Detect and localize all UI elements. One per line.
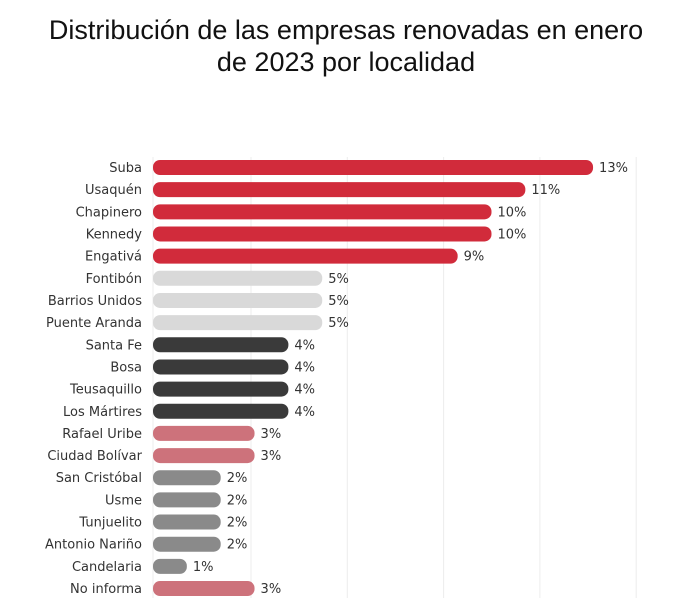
data-label: 2% bbox=[227, 471, 248, 486]
data-label: 10% bbox=[498, 205, 527, 220]
category-label: Antonio Nariño bbox=[45, 538, 142, 553]
bar bbox=[153, 270, 323, 286]
bar bbox=[153, 381, 289, 397]
data-label: 2% bbox=[227, 516, 248, 531]
category-label: Tunjuelito bbox=[78, 516, 142, 531]
category-label: Ciudad Bolívar bbox=[47, 449, 142, 464]
category-label: Engativá bbox=[85, 250, 142, 265]
data-label: 4% bbox=[294, 360, 315, 375]
category-label: Santa Fe bbox=[86, 338, 142, 353]
bar bbox=[153, 226, 492, 242]
category-label: Usaquén bbox=[85, 183, 142, 198]
bar bbox=[153, 403, 289, 419]
data-label: 1% bbox=[193, 560, 214, 575]
category-label: Rafael Uribe bbox=[62, 427, 142, 442]
data-label: 13% bbox=[599, 161, 628, 176]
bar bbox=[153, 425, 255, 441]
chart-title-line-1: Distribución de las empresas renovadas e… bbox=[48, 15, 644, 45]
data-label: 9% bbox=[464, 250, 485, 265]
bar bbox=[153, 558, 187, 574]
data-label: 11% bbox=[531, 183, 560, 198]
category-label: Candelaria bbox=[72, 560, 142, 575]
bar bbox=[153, 470, 221, 486]
bar bbox=[153, 315, 323, 331]
bar bbox=[153, 337, 289, 353]
category-label: Fontibón bbox=[86, 272, 142, 287]
bar bbox=[153, 292, 323, 308]
bar bbox=[153, 581, 255, 597]
bar bbox=[153, 182, 526, 198]
category-label: Usme bbox=[105, 493, 142, 508]
data-label: 3% bbox=[261, 427, 282, 442]
data-label: 10% bbox=[498, 227, 527, 242]
bar bbox=[153, 448, 255, 464]
chart-title: Distribución de las empresas renovadas e… bbox=[0, 14, 692, 78]
bar bbox=[153, 536, 221, 552]
data-label: 3% bbox=[261, 449, 282, 464]
data-label: 4% bbox=[294, 405, 315, 420]
data-label: 5% bbox=[328, 294, 349, 309]
category-label: Puente Aranda bbox=[46, 316, 142, 331]
bar bbox=[153, 514, 221, 530]
data-label: 2% bbox=[227, 493, 248, 508]
data-label: 4% bbox=[294, 338, 315, 353]
bar bbox=[153, 204, 492, 220]
data-label: 5% bbox=[328, 272, 349, 287]
category-label: Bosa bbox=[110, 360, 142, 375]
data-label: 3% bbox=[261, 582, 282, 597]
category-label: Kennedy bbox=[86, 227, 143, 242]
data-label: 2% bbox=[227, 538, 248, 553]
bar bbox=[153, 248, 458, 264]
bar bbox=[153, 492, 221, 508]
data-label: 5% bbox=[328, 316, 349, 331]
bar bbox=[153, 160, 594, 175]
bar bbox=[153, 359, 289, 375]
category-label: Teusaquillo bbox=[69, 383, 142, 398]
category-label: Chapinero bbox=[76, 205, 142, 220]
category-label: No informa bbox=[70, 582, 142, 597]
data-label: 4% bbox=[294, 383, 315, 398]
category-label: San Cristóbal bbox=[56, 471, 142, 486]
category-label: Barrios Unidos bbox=[48, 294, 142, 309]
chart-title-line-2: de 2023 por localidad bbox=[216, 47, 476, 77]
category-label: Suba bbox=[109, 161, 142, 176]
category-label: Los Mártires bbox=[63, 405, 142, 420]
